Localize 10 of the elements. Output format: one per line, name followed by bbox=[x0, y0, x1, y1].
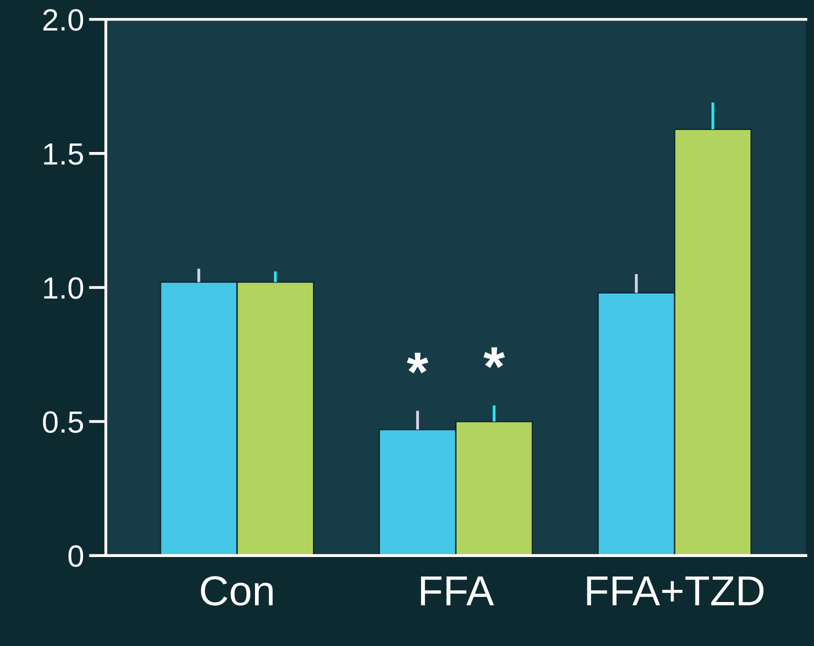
y-tick-label: 1.0 bbox=[44, 277, 84, 299]
annotation: * bbox=[483, 347, 505, 368]
y-tick-label: 0.5 bbox=[43, 411, 84, 433]
y-tick-label: 2.0 bbox=[43, 9, 84, 31]
x-tick-label: FFA bbox=[421, 576, 494, 606]
y-tick-label: 1.5 bbox=[44, 143, 84, 165]
x-tick-label: Con bbox=[200, 576, 273, 606]
y-tick-label: 0 bbox=[68, 545, 84, 567]
x-tick-label: FFA+TZD bbox=[587, 576, 764, 606]
annotation: * bbox=[406, 352, 428, 374]
